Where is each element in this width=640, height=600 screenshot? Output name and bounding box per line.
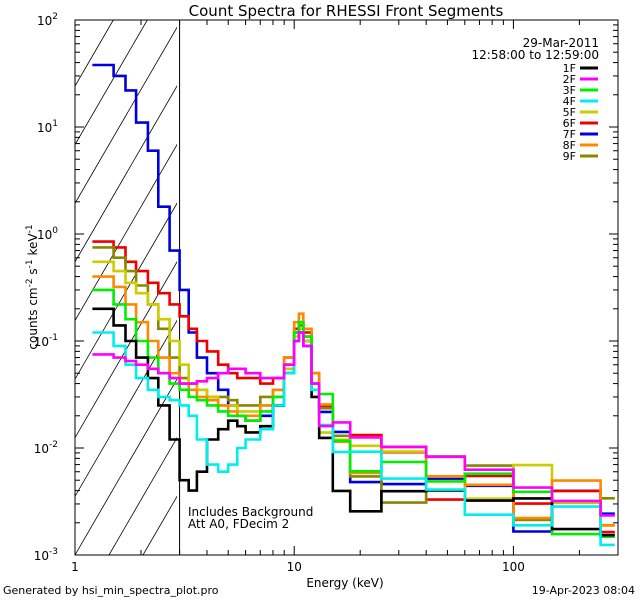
series-group bbox=[92, 63, 615, 547]
hatch-line bbox=[108, 436, 177, 555]
hatch-line bbox=[75, 378, 177, 555]
footer-date: 19-Apr-2023 08:04 bbox=[532, 584, 635, 597]
legend-label-1f: 1F bbox=[563, 62, 576, 75]
series-line-4f bbox=[92, 331, 615, 547]
series-line-1f bbox=[92, 307, 615, 537]
y-axis-label-mid1: s bbox=[26, 268, 40, 278]
hatch-line bbox=[75, 319, 177, 498]
y-axis-label-base: counts cm bbox=[26, 287, 40, 349]
y-tick-label: 10-2 bbox=[34, 440, 58, 456]
series-line-3f bbox=[92, 288, 615, 538]
hatch-line bbox=[142, 495, 177, 555]
legend-label-9f: 9F bbox=[563, 150, 576, 163]
x-axis-label: Energy (keV) bbox=[306, 576, 383, 590]
hatched-region bbox=[75, 20, 640, 555]
hatch-line bbox=[75, 143, 177, 322]
hatch-line bbox=[415, 20, 640, 555]
footer-generated-by: Generated by hsi_min_spectra_plot.pro bbox=[3, 584, 219, 597]
legend-label-6f: 6F bbox=[563, 117, 576, 130]
hatch-line bbox=[75, 26, 177, 205]
x-axis: 1 10 100 bbox=[71, 20, 619, 574]
annotation-background: Includes Background bbox=[188, 505, 313, 519]
hatch-line bbox=[517, 20, 640, 555]
plot-frame bbox=[74, 19, 619, 556]
hatch-line bbox=[75, 202, 177, 380]
legend-label-3f: 3F bbox=[563, 84, 576, 97]
date-label: 29-Mar-2011 bbox=[523, 36, 599, 50]
hatch-line bbox=[75, 85, 177, 263]
x-tick-label: 1 bbox=[71, 560, 79, 574]
x-tick-label: 10 bbox=[287, 560, 302, 574]
y-tick-label: 10-1 bbox=[34, 333, 58, 349]
hatch-line bbox=[279, 20, 589, 555]
time-range-label: 12:58:00 to 12:59:00 bbox=[472, 48, 599, 62]
hatch-line bbox=[75, 261, 177, 439]
y-axis-label-mid2: keV bbox=[26, 233, 40, 260]
y-axis-label-sup1: -2 bbox=[25, 278, 35, 287]
y-tick-label: 102 bbox=[37, 12, 58, 28]
legend-label-5f: 5F bbox=[563, 106, 576, 119]
y-axis: 10-3 10-2 10-1 100 101 102 bbox=[34, 12, 618, 563]
x-tick-label: 100 bbox=[502, 560, 525, 574]
y-tick-label: 101 bbox=[37, 119, 58, 135]
y-tick-label: 100 bbox=[37, 226, 58, 242]
y-axis-label: counts cm-2 s-1 keV-1 bbox=[25, 224, 40, 349]
y-axis-label-sup2: -1 bbox=[25, 259, 35, 268]
y-axis-label-sup3: -1 bbox=[25, 224, 35, 233]
legend-label-4f: 4F bbox=[563, 95, 576, 108]
legend-label-7f: 7F bbox=[563, 128, 576, 141]
chart-title: Count Spectra for RHESSI Front Segments bbox=[189, 2, 504, 20]
annotation-attenuator: Att A0, FDecim 2 bbox=[188, 517, 289, 531]
series-line-2f bbox=[92, 331, 615, 517]
hatch-line bbox=[75, 20, 148, 146]
legend-label-2f: 2F bbox=[563, 73, 576, 86]
legend-label-8f: 8F bbox=[563, 139, 576, 152]
y-tick-label: 10-3 bbox=[34, 547, 58, 563]
hatch-line bbox=[75, 20, 114, 87]
